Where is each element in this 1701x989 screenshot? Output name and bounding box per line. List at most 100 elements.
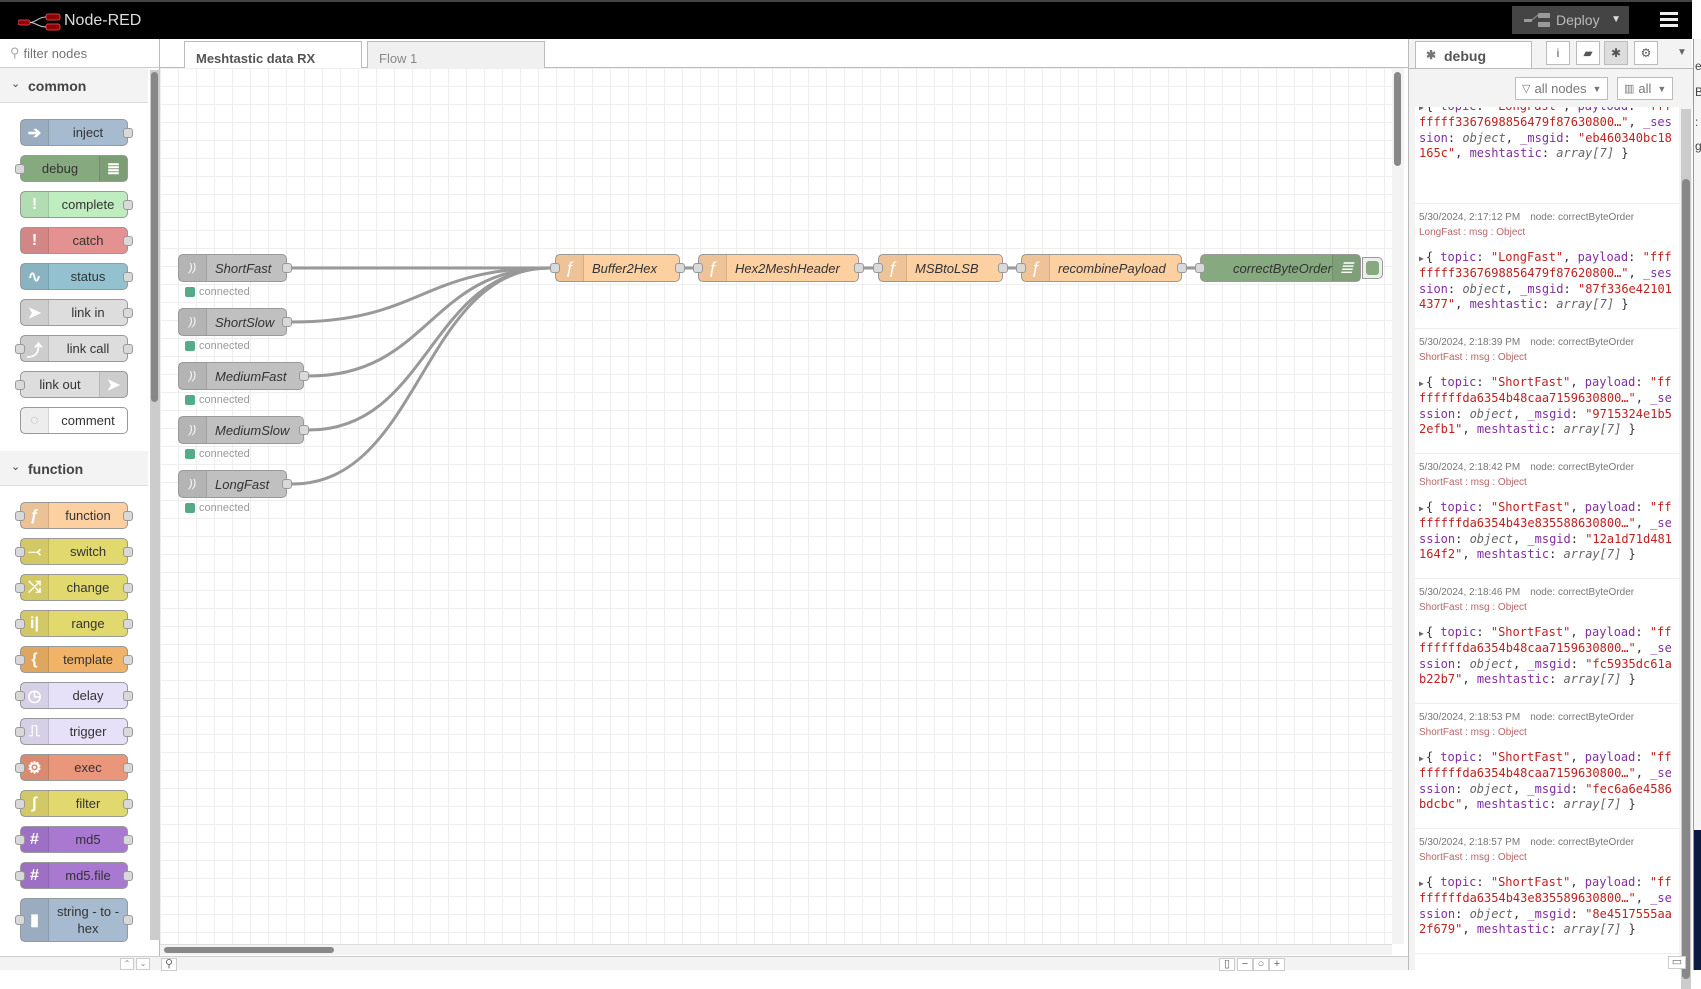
message-json[interactable]: ▶{ topic: "LongFast", payload: "ffffffff… [1419, 250, 1675, 313]
palette-node-catch[interactable]: ! catch [20, 227, 133, 254]
input-port[interactable] [15, 915, 25, 925]
output-port[interactable] [123, 582, 133, 593]
output-port[interactable] [123, 870, 133, 881]
zoom-in-icon[interactable]: + [1269, 958, 1285, 971]
debug-message[interactable]: 5/30/2024, 2:18:57 PM node: correctByteOr… [1415, 829, 1679, 954]
palette-node-md5-file[interactable]: # md5.file [15, 862, 133, 889]
expand-triangle-icon[interactable]: ▶ [1419, 107, 1424, 112]
debug-message[interactable]: 5/30/2024, 2:18:46 PM node: correctByteOr… [1415, 579, 1679, 704]
input-port[interactable] [693, 263, 703, 273]
input-port[interactable] [15, 618, 25, 629]
wire[interactable] [308, 266, 551, 378]
palette-node-link-out[interactable]: ➤ link out [15, 371, 128, 398]
canvas-horizontal-scrollbar[interactable] [160, 944, 1392, 955]
debug-message[interactable]: 5/30/2024, 2:18:42 PM node: correctByteOr… [1415, 454, 1679, 579]
output-port[interactable] [123, 307, 133, 318]
output-port[interactable] [854, 263, 864, 273]
message-json[interactable]: ▶{ topic: "ShortFast", payload: "fffffff… [1419, 625, 1675, 688]
palette-node-complete[interactable]: ! complete [20, 191, 133, 218]
output-port[interactable] [123, 199, 133, 210]
palette-node-trigger[interactable]: ⎍ trigger [15, 718, 133, 745]
debug-message[interactable]: 5/30/2024, 2:18:53 PM node: correctByteOr… [1415, 704, 1679, 829]
output-port[interactable] [123, 834, 133, 845]
palette-node-string-to-hex[interactable]: ▮ string - to - hex [15, 898, 133, 942]
input-port[interactable] [15, 379, 25, 390]
output-port[interactable] [123, 235, 133, 246]
message-json[interactable]: ▶{ topic: "ShortFast", payload: "fffffff… [1419, 375, 1675, 438]
tab-flow-1[interactable]: Flow 1 [367, 41, 545, 69]
search-flows-icon[interactable]: ⚲ [161, 958, 177, 971]
canvas-vertical-scrollbar[interactable] [1392, 68, 1404, 944]
mqtt-in-node-ShortFast[interactable]: )) ShortFast [178, 254, 292, 282]
collapse-all-icon[interactable]: ⌃ [120, 958, 134, 970]
output-port[interactable] [998, 263, 1008, 273]
palette-node-switch[interactable]: ⤙ switch [15, 538, 133, 565]
palette-node-comment[interactable]: ○ comment [20, 407, 128, 434]
function-node-Buffer2Hex[interactable]: ƒ Buffer2Hex [550, 254, 685, 282]
input-port[interactable] [15, 762, 25, 773]
message-json[interactable]: ▶{ topic: "ShortFast", payload: "fffffff… [1419, 750, 1675, 813]
output-port[interactable] [299, 371, 309, 381]
message-json[interactable]: ▶{ topic: "ShortFast", payload: "fffffff… [1419, 875, 1675, 938]
debug-node-correctByteOrder[interactable]: correctByteOrder ≣ [1195, 254, 1361, 282]
wire[interactable] [291, 266, 551, 324]
input-port[interactable] [1016, 263, 1026, 273]
mqtt-in-node-ShortSlow[interactable]: )) ShortSlow [178, 308, 292, 336]
flow-canvas[interactable]: )) ShortFast connected)) ShortSlow connected… [160, 68, 1392, 944]
output-port[interactable] [282, 263, 292, 273]
palette-node-inject[interactable]: ➔ inject [20, 119, 133, 146]
palette-node-md5[interactable]: # md5 [15, 826, 133, 853]
function-node-Hex2MeshHeader[interactable]: ƒ Hex2MeshHeader [693, 254, 864, 282]
navigator-icon[interactable]: ▯ [1219, 958, 1235, 971]
expand-triangle-icon[interactable]: ▶ [1419, 629, 1424, 638]
sidebar-menu-caret-icon[interactable]: ▼ [1677, 47, 1687, 58]
output-port[interactable] [123, 798, 133, 809]
mqtt-in-node-MediumFast[interactable]: )) MediumFast [178, 362, 309, 390]
input-port[interactable] [15, 870, 25, 881]
debug-message[interactable]: 5/30/2024, 2:17:12 PM node: correctByteOr… [1415, 204, 1679, 329]
message-json[interactable]: ▶{ topic: "LongFast", payload: "ffffffff… [1419, 107, 1675, 162]
palette-filter[interactable]: ⚲ [0, 39, 159, 68]
palette-scrollbar[interactable] [150, 70, 160, 940]
palette-node-status[interactable]: ∿ status [20, 263, 133, 290]
info-icon[interactable]: i [1546, 41, 1570, 65]
palette-node-filter[interactable]: ∫ filter [15, 790, 133, 817]
output-port[interactable] [123, 654, 133, 665]
input-port[interactable] [15, 582, 25, 593]
expand-triangle-icon[interactable]: ▶ [1419, 879, 1424, 888]
output-port[interactable] [123, 510, 133, 521]
palette-node-range[interactable]: i| range [15, 610, 133, 637]
input-port[interactable] [15, 510, 25, 521]
input-port[interactable] [15, 726, 25, 737]
input-port[interactable] [15, 798, 25, 809]
help-book-icon[interactable]: ▰ [1576, 41, 1600, 65]
output-port[interactable] [123, 127, 133, 138]
palette-node-exec[interactable]: ⚙ exec [15, 754, 133, 781]
output-port[interactable] [123, 343, 133, 354]
output-port[interactable] [1177, 263, 1187, 273]
palette-node-change[interactable]: ⤮ change [15, 574, 133, 601]
tab-meshtastic-data-rx[interactable]: Meshtastic data RX [184, 41, 362, 70]
sidebar-toggle-icon[interactable]: ▭ [1668, 956, 1686, 969]
output-port[interactable] [123, 546, 133, 557]
zoom-reset-icon[interactable]: ○ [1253, 958, 1269, 971]
input-port[interactable] [15, 690, 25, 701]
output-port[interactable] [123, 762, 133, 773]
palette-node-debug[interactable]: ≣ debug [15, 155, 128, 182]
mqtt-in-node-MediumSlow[interactable]: )) MediumSlow [178, 416, 309, 444]
filter-nodes-dropdown[interactable]: ▽ all nodes ▼ [1515, 77, 1609, 100]
palette-node-function[interactable]: ƒ function [15, 502, 133, 529]
expand-triangle-icon[interactable]: ▶ [1419, 254, 1424, 263]
output-port[interactable] [123, 915, 133, 925]
sidebar-tab-debug[interactable]: ✱ debug [1415, 41, 1532, 69]
expand-triangle-icon[interactable]: ▶ [1419, 754, 1424, 763]
output-port[interactable] [123, 726, 133, 737]
zoom-out-icon[interactable]: − [1237, 958, 1253, 971]
output-port[interactable] [282, 479, 292, 489]
output-port[interactable] [123, 271, 133, 282]
input-port[interactable] [15, 654, 25, 665]
input-port[interactable] [873, 263, 883, 273]
palette-category-common[interactable]: ⌄ common [0, 68, 148, 103]
expand-all-icon[interactable]: ⌄ [136, 958, 150, 970]
input-port[interactable] [15, 343, 25, 354]
